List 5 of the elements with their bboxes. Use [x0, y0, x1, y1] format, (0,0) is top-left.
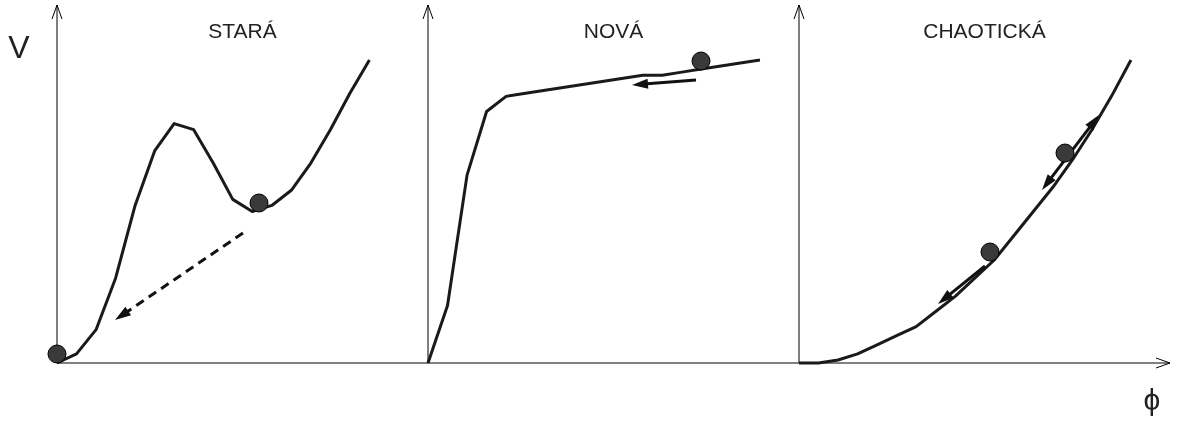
chart-title: NOVÁ: [583, 19, 644, 42]
chart-title: STARÁ: [208, 19, 277, 42]
chart-title: CHAOTICKÁ: [923, 19, 1046, 42]
y-axis-title: V: [8, 29, 31, 65]
x-axis-title: ϕ: [1143, 383, 1161, 416]
